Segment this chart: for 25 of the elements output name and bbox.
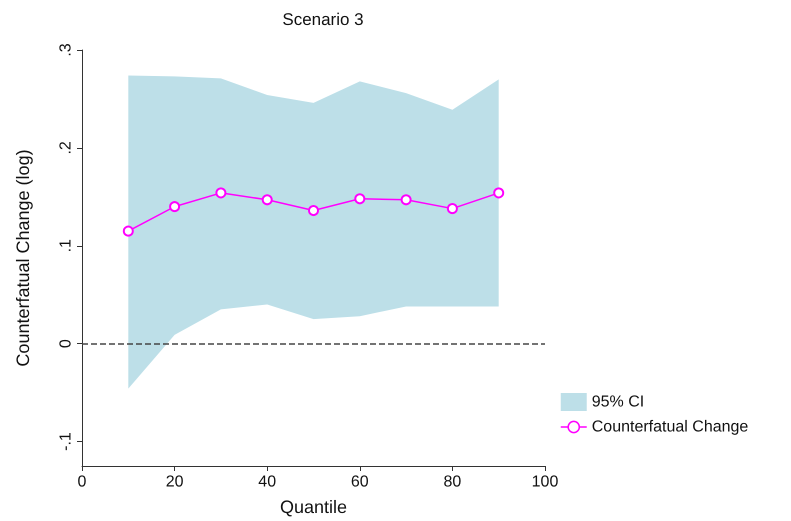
y-tick-label: .3 bbox=[58, 43, 74, 57]
x-tick-label: 40 bbox=[258, 474, 276, 490]
point bbox=[215, 187, 226, 198]
point bbox=[122, 226, 134, 237]
point bbox=[493, 187, 504, 198]
x-tick-label: 0 bbox=[78, 474, 87, 490]
point bbox=[308, 205, 319, 216]
chart-title: Scenario 3 bbox=[282, 10, 364, 29]
point bbox=[446, 203, 458, 214]
x-tick-label: 80 bbox=[444, 474, 462, 490]
legend-label: 95% CI bbox=[592, 394, 644, 410]
point bbox=[262, 194, 273, 206]
y-tick-label: .1 bbox=[58, 238, 74, 252]
y-axis-title: Counterfatual Change (log) bbox=[13, 149, 33, 367]
x-tick-label: 60 bbox=[350, 474, 369, 490]
y-tick-label: .2 bbox=[58, 141, 74, 155]
y-tick-label: 0 bbox=[58, 339, 74, 348]
point bbox=[169, 201, 180, 212]
x-tick-label: 20 bbox=[166, 474, 184, 490]
legend-label: Counterfatual Change bbox=[592, 418, 748, 436]
point bbox=[400, 194, 412, 206]
y-tick-label: -.1 bbox=[58, 432, 74, 451]
point bbox=[354, 193, 366, 204]
x-axis-title: Quantile bbox=[280, 497, 348, 517]
x-tick-label: 100 bbox=[532, 474, 558, 490]
